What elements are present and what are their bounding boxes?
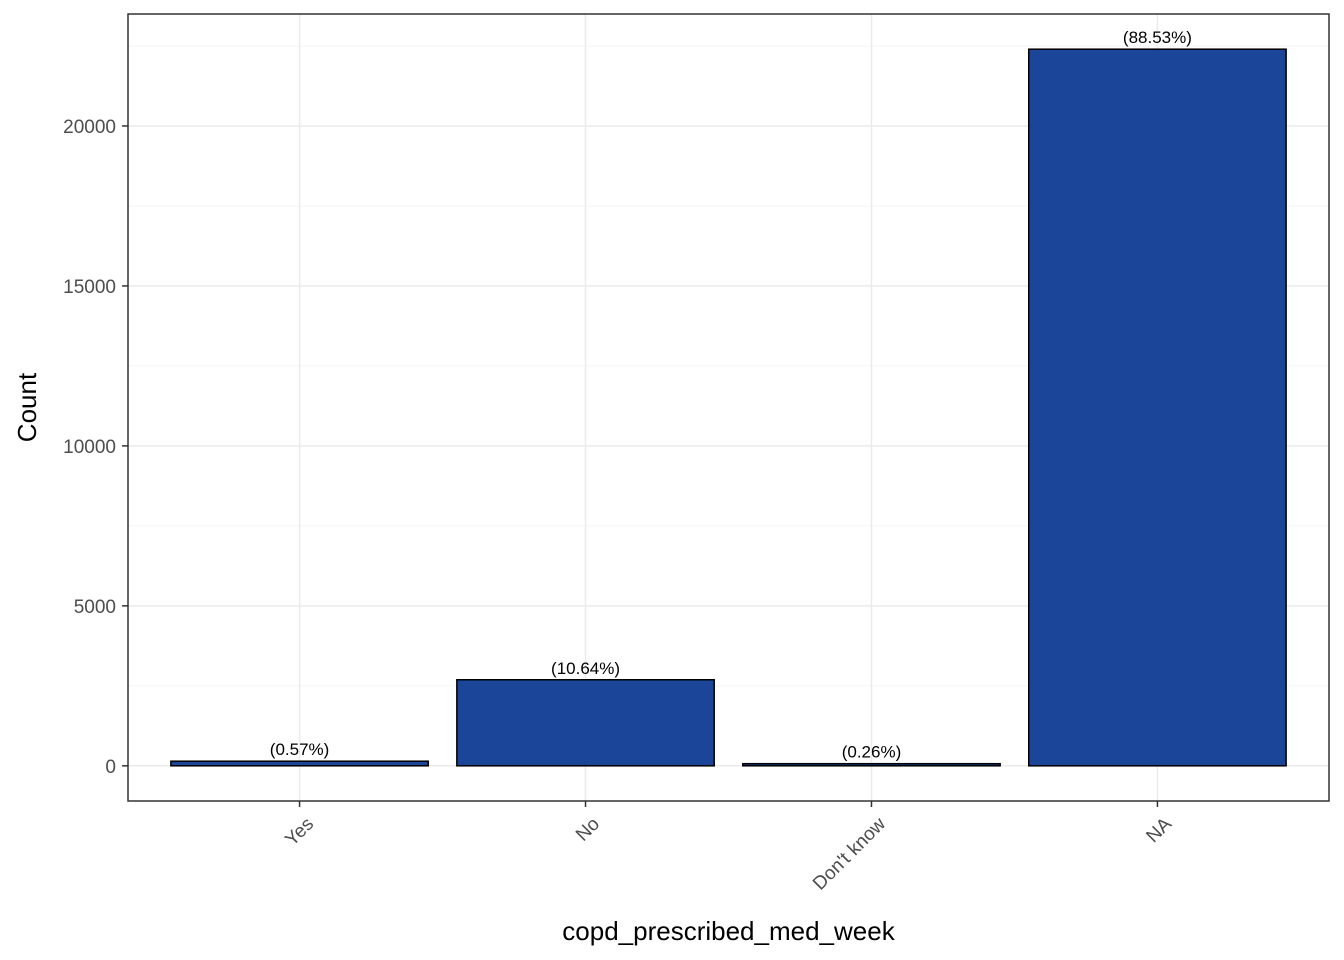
data-labels: (0.57%) (10.64%) (0.26%) (88.53%) (270, 28, 1192, 762)
data-label-1: (10.64%) (551, 659, 620, 678)
bars (170, 48, 1287, 767)
y-tick-label-1: 5000 (74, 597, 116, 618)
y-tick-label-3: 15000 (63, 277, 116, 298)
bar-2 (742, 762, 1001, 767)
bar-3 (1028, 48, 1287, 767)
bar-1 (456, 679, 715, 767)
bar-0 (170, 760, 429, 767)
data-label-3: (88.53%) (1123, 28, 1192, 47)
y-tick-label-4: 20000 (63, 117, 116, 138)
y-axis: 0 5000 10000 15000 20000 (63, 117, 128, 778)
data-label-2: (0.26%) (842, 743, 902, 762)
x-tick-label-3: NA (1142, 813, 1176, 847)
x-axis-title: copd_prescribed_med_week (562, 916, 895, 946)
y-tick-label-0: 0 (105, 757, 116, 778)
data-label-0: (0.57%) (270, 740, 330, 759)
x-tick-label-2: Don't know (809, 813, 890, 894)
x-axis: Yes No Don't know NA (281, 801, 1176, 895)
x-tick-label-0: Yes (281, 814, 318, 851)
panel-border (127, 13, 1330, 802)
x-tick-label-1: No (572, 814, 604, 846)
y-tick-label-2: 10000 (63, 437, 116, 458)
y-axis-title: Count (12, 372, 42, 442)
